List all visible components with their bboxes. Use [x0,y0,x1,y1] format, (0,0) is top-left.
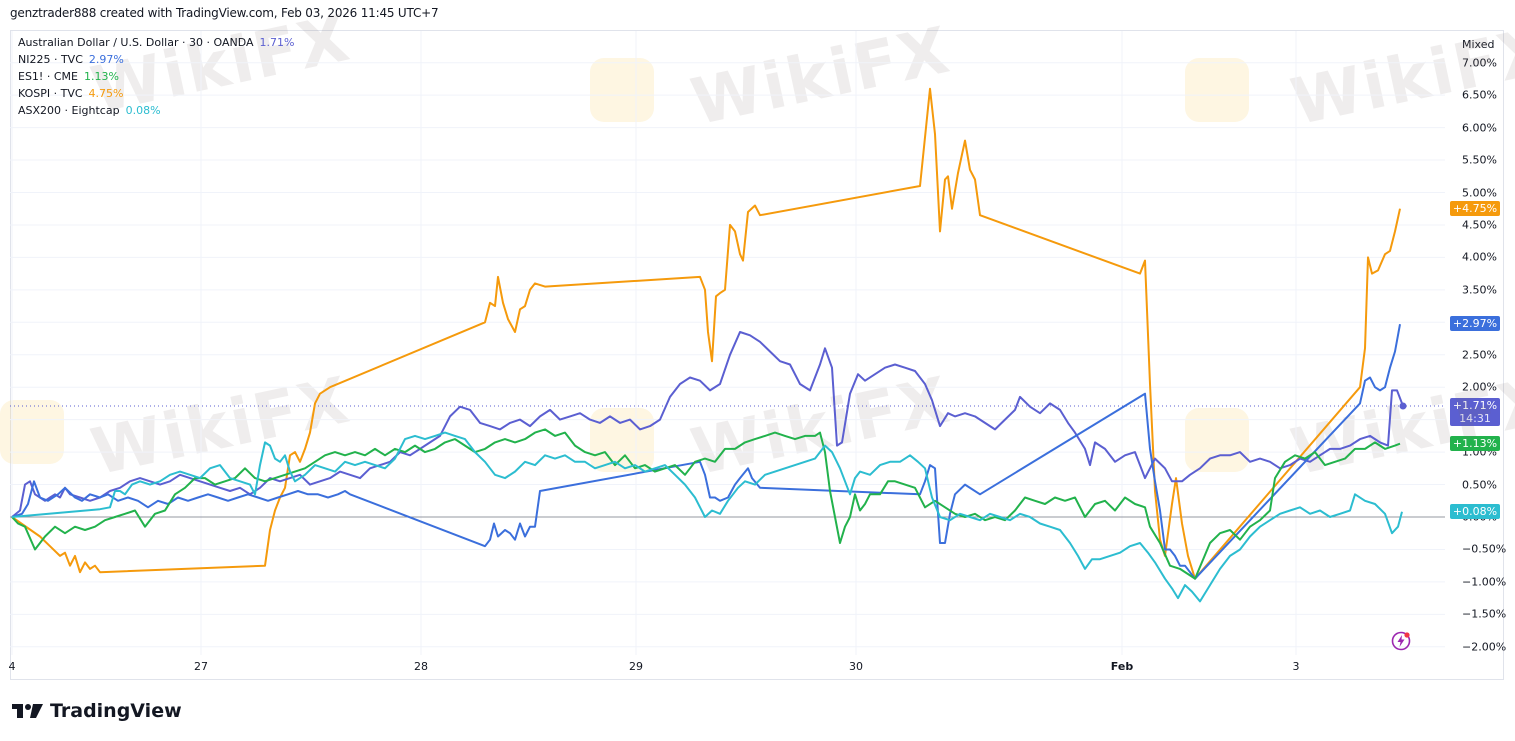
legend-item-ni225[interactable]: NI225 · TVC 2.97% [18,51,294,68]
watermark-logo-icon [1185,58,1249,122]
tradingview-logo-text: TradingView [50,700,182,722]
price-axis-tick: 6.00% [1462,121,1497,135]
price-badge: +0.08% [1450,503,1500,519]
price-axis-tick: −0.50% [1462,542,1507,556]
watermark-logo-icon [0,400,64,464]
legend-symbol: KOSPI · TVC [18,87,83,100]
tradingview-logo: TradingView [12,700,182,722]
gridlines [10,31,1445,655]
legend-symbol: ASX200 · Eightcap [18,104,120,117]
legend-item-audusd[interactable]: Australian Dollar / U.S. Dollar · 30 · O… [18,34,294,51]
time-axis-tick: 29 [629,660,643,673]
watermark-logo-icon [590,58,654,122]
price-badge: +4.75% [1450,200,1500,216]
series-line[interactable] [11,87,1401,580]
series-lines [11,87,1404,603]
price-axis-tick: 6.50% [1462,88,1497,102]
legend-symbol: Australian Dollar / U.S. Dollar · 30 · O… [18,36,254,49]
price-scale-mode[interactable]: Mixed [1462,38,1495,51]
series-line[interactable] [11,331,1404,518]
series-line[interactable] [11,431,1403,603]
time-axis-tick: 3 [1292,660,1300,673]
time-axis-tick: Feb [1110,660,1134,673]
legend-item-kospi[interactable]: KOSPI · TVC 4.75% [18,85,294,102]
series-line[interactable] [11,324,1401,580]
price-axis-tick: −1.50% [1462,607,1507,621]
time-axis-tick: 28 [414,660,428,673]
legend-symbol: NI225 · TVC [18,53,83,66]
legend: Australian Dollar / U.S. Dollar · 30 · O… [18,34,294,119]
time-axis-tick: 30 [849,660,863,673]
legend-value: 1.13% [83,70,119,83]
time-axis-tick: 27 [194,660,208,673]
price-axis-tick: 0.50% [1462,478,1497,492]
price-axis-tick: 4.00% [1462,250,1497,264]
price-badge: +1.71% 14:31 [1450,398,1500,427]
price-axis-tick: 5.50% [1462,153,1497,167]
time-axis-tick: 4 [8,660,16,673]
price-axis-tick: 5.00% [1462,186,1497,199]
series-line[interactable] [11,428,1401,580]
legend-value: 2.97% [88,53,124,66]
price-badge: +1.13% [1450,435,1500,451]
last-price-dot [1399,402,1407,410]
legend-value: 4.75% [88,87,124,100]
price-axis-tick: 7.00% [1462,56,1497,70]
chart-attribution: genztrader888 created with TradingView.c… [10,6,439,20]
price-axis-tick: 4.50% [1462,218,1497,232]
legend-item-asx200[interactable]: ASX200 · Eightcap 0.08% [18,102,294,119]
price-badge: +2.97% [1450,316,1500,332]
legend-symbol: ES1! · CME [18,70,78,83]
legend-item-es1[interactable]: ES1! · CME 1.13% [18,68,294,85]
price-axis-tick: 2.00% [1462,380,1497,394]
watermark-logo-icon [1185,408,1249,472]
price-axis-tick: −2.00% [1462,640,1507,654]
legend-value: 0.08% [125,104,161,117]
price-axis-tick: −1.00% [1462,575,1507,589]
price-axis-tick: 3.50% [1462,283,1497,297]
legend-value: 1.71% [259,36,295,49]
tradingview-logo-icon [12,704,43,718]
watermark-logo-icon [590,408,654,472]
lightning-alert-icon[interactable] [1390,630,1412,656]
price-axis-tick: 2.50% [1462,348,1497,362]
